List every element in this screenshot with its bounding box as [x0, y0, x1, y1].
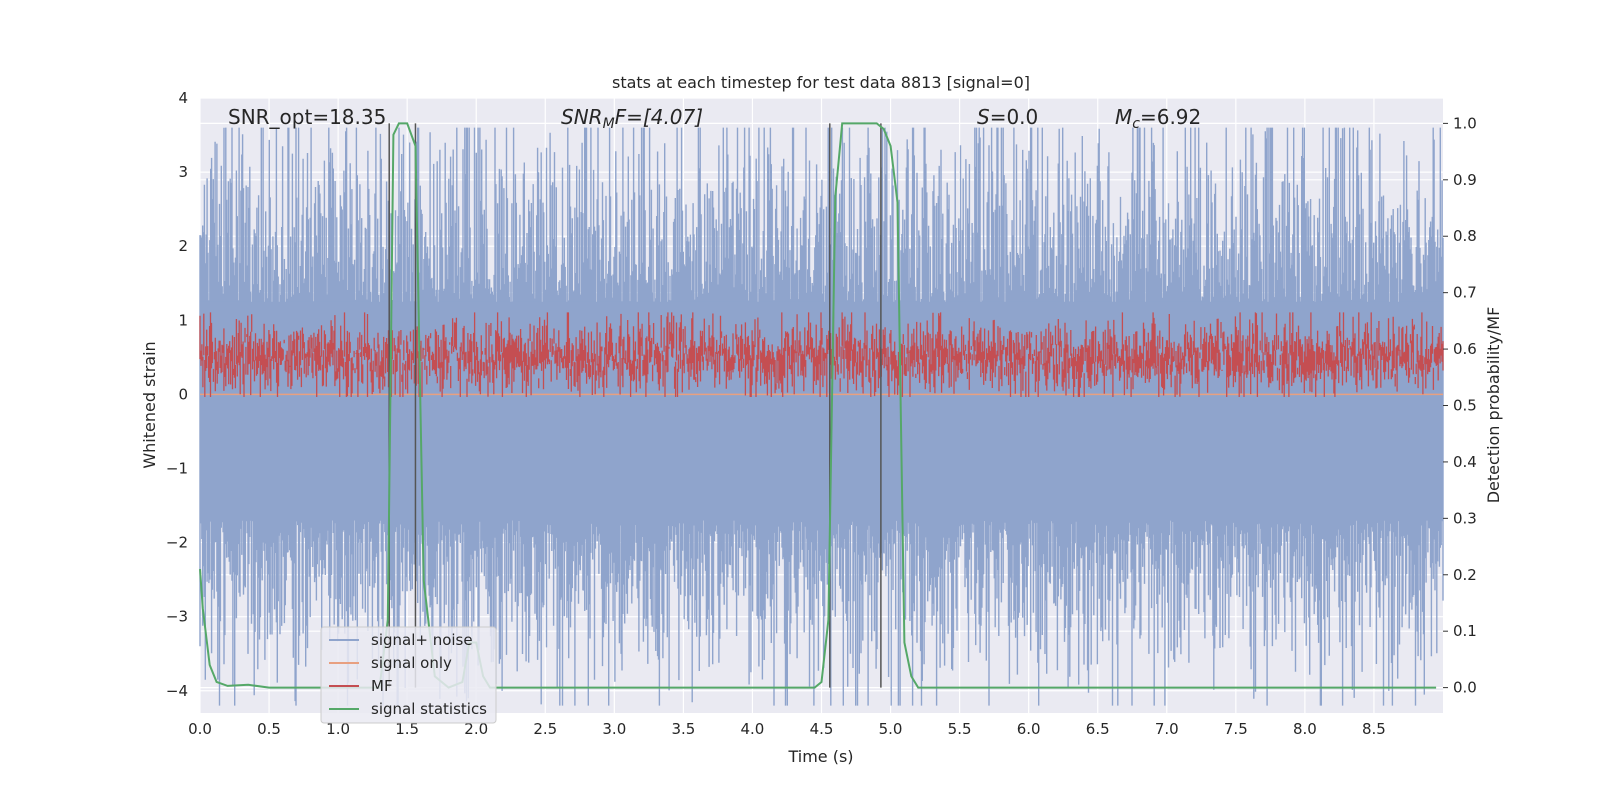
annotation-snr-opt: SNR_opt=18.35 [228, 105, 386, 129]
legend-label-statistics: signal statistics [371, 700, 487, 718]
x-tick-label: 5.0 [879, 720, 903, 738]
y2-tick-label: 0.4 [1453, 453, 1477, 471]
y2-tick-label: 0.9 [1453, 171, 1477, 189]
legend: signal+ noise signal only MF signal stat… [320, 626, 497, 724]
x-tick-label: 8.5 [1362, 720, 1386, 738]
mf-trace [199, 312, 1444, 397]
x-tick-label: 3.5 [671, 720, 695, 738]
annotation-mc: Mc=6.92 [1115, 105, 1201, 132]
y2-tick-label: 0.1 [1453, 622, 1477, 640]
x-tick-label: 8.0 [1293, 720, 1317, 738]
y-tick-label: 4 [178, 89, 188, 107]
x-tick-label: 1.5 [395, 720, 419, 738]
x-tick-label: 4.5 [810, 720, 834, 738]
x-tick-label: 6.5 [1086, 720, 1110, 738]
legend-box [320, 626, 497, 724]
y2-axis-ticks: 1.0 0.9 0.8 0.7 0.6 0.5 0.4 0.3 0.2 0.1 0.0 [1443, 114, 1477, 697]
annotation-s: S=0.0 [977, 105, 1038, 129]
y-tick-label: −4 [166, 682, 188, 700]
y2-tick-label: 0.0 [1453, 679, 1477, 697]
y2-tick-label: 0.8 [1453, 227, 1477, 245]
x-tick-label: 1.0 [326, 720, 350, 738]
annotation-snr-mf: SNRMF=[4.07] [561, 105, 703, 132]
x-tick-label: 0.0 [188, 720, 212, 738]
x-tick-label: 7.5 [1224, 720, 1248, 738]
legend-label-noise: signal+ noise [371, 631, 473, 649]
chart-title: stats at each timestep for test data 881… [612, 73, 1030, 92]
y-tick-label: 1 [178, 311, 188, 329]
legend-label-signal-only: signal only [371, 654, 452, 672]
y2-axis-label: Detection probability/MF [1484, 307, 1503, 504]
y-tick-label: −2 [166, 534, 188, 552]
y-axis-label: Whitened strain [140, 341, 159, 468]
y2-tick-label: 0.3 [1453, 509, 1477, 527]
mf-series [199, 312, 1444, 397]
y-tick-label: −1 [166, 459, 188, 477]
y2-tick-label: 0.2 [1453, 566, 1477, 584]
x-tick-label: 6.0 [1017, 720, 1041, 738]
y-tick-label: −3 [166, 608, 188, 626]
x-tick-label: 0.5 [257, 720, 281, 738]
x-tick-label: 2.0 [464, 720, 488, 738]
y2-tick-label: 0.6 [1453, 340, 1477, 358]
y2-tick-label: 0.5 [1453, 397, 1477, 415]
y-tick-label: 2 [178, 237, 188, 255]
y-tick-label: 0 [178, 385, 188, 403]
x-tick-label: 3.0 [602, 720, 626, 738]
y-tick-label: 3 [178, 163, 188, 181]
x-tick-label: 2.5 [533, 720, 557, 738]
legend-label-mf: MF [371, 677, 393, 695]
x-tick-label: 7.0 [1155, 720, 1179, 738]
x-tick-label: 4.0 [741, 720, 765, 738]
x-axis-label: Time (s) [787, 747, 853, 766]
y2-tick-label: 1.0 [1453, 114, 1477, 132]
x-axis-ticks: 0.0 0.5 1.0 1.5 2.0 2.5 3.0 3.5 4.0 4.5 5.0 5.5 6.0 6… [188, 720, 1386, 738]
y2-tick-label: 0.7 [1453, 284, 1477, 302]
x-tick-label: 5.5 [948, 720, 972, 738]
y-axis-ticks: 4 3 2 1 0 −1 −2 −3 −4 [166, 89, 188, 700]
